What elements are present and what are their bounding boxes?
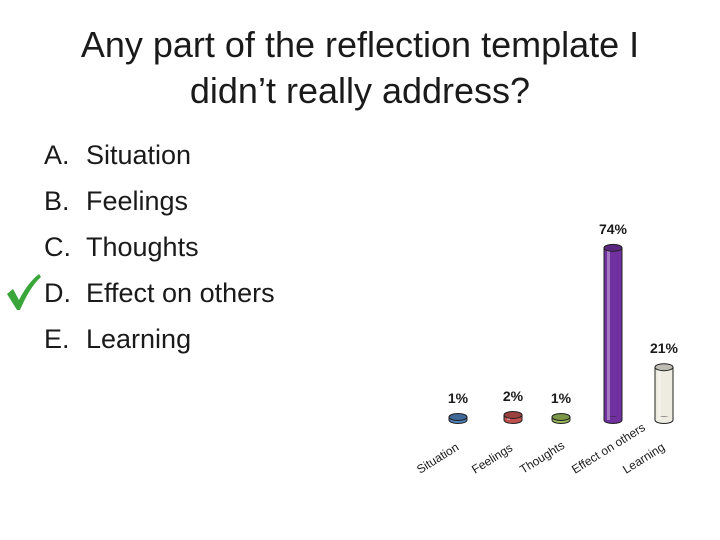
title-line-2: didn’t really address?	[189, 70, 531, 111]
option-text: Learning	[86, 324, 192, 354]
option-text: Thoughts	[86, 232, 199, 262]
bar-5	[654, 363, 674, 424]
bar-3	[551, 413, 571, 424]
category-label-5: Learning	[620, 440, 667, 477]
option-letter: A.	[44, 140, 70, 170]
option-letter: D.	[44, 278, 71, 308]
option-text: Effect on others	[86, 278, 275, 308]
option-letter: E.	[44, 324, 70, 354]
checkmark-icon	[7, 274, 41, 310]
slide-title: Any part of the reflection template I di…	[40, 22, 680, 114]
option-b: B. Feelings	[44, 178, 275, 224]
category-label-2: Feelings	[469, 441, 515, 477]
value-label-3: 1%	[551, 390, 572, 406]
category-label-3: Thoughts	[517, 438, 567, 476]
value-label-4: 74%	[599, 221, 628, 237]
bar-2	[503, 410, 523, 424]
option-e: E. Learning	[44, 316, 275, 362]
option-letter: C.	[44, 232, 71, 262]
title-line-1: Any part of the reflection template I	[80, 24, 640, 65]
bar-1	[448, 413, 468, 424]
answer-options: A. Situation B. Feelings C. Thoughts D. Effe…	[7, 132, 275, 362]
bar-4	[603, 243, 623, 424]
option-c: C. Thoughts	[44, 224, 275, 270]
value-label-5: 21%	[650, 340, 679, 356]
option-a: A. Situation	[44, 132, 275, 178]
option-text: Feelings	[86, 186, 189, 216]
value-label-2: 2%	[503, 388, 524, 404]
option-letter: B.	[44, 186, 70, 216]
option-text: Situation	[86, 140, 192, 170]
value-label-1: 1%	[448, 390, 469, 406]
option-d: D. Effect on others	[7, 270, 275, 316]
category-label-1: Situation	[414, 440, 461, 477]
